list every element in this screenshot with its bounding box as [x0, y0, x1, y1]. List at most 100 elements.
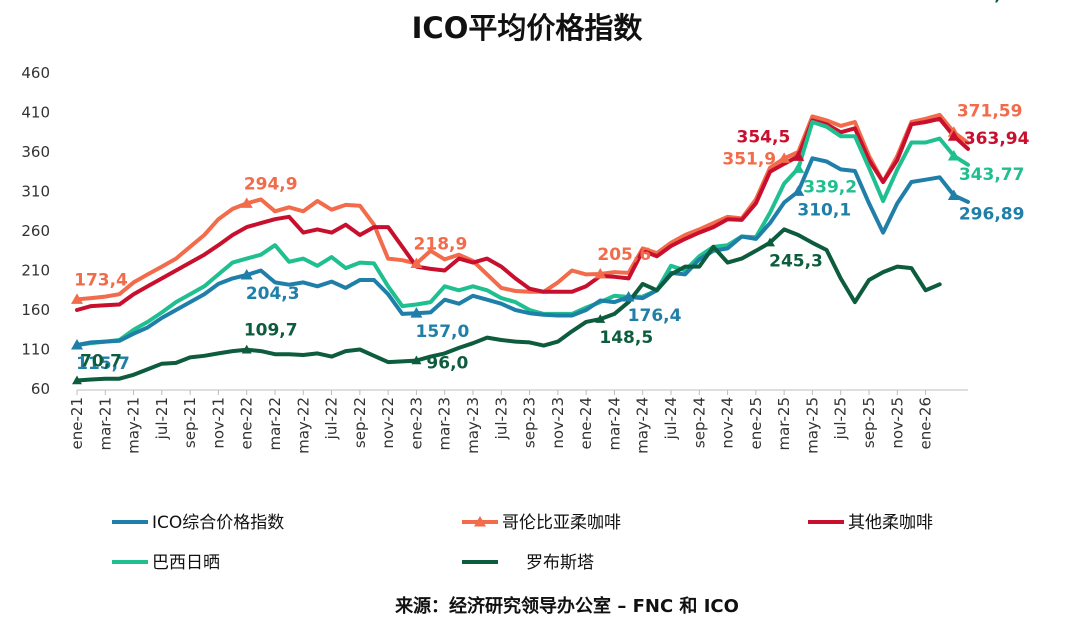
x-tick-label: sep-23 [521, 397, 539, 448]
legend-marker [474, 516, 486, 527]
y-tick-label: 360 [21, 143, 50, 161]
x-tick-label: jul-24 [662, 397, 680, 440]
data-label: 294,9 [244, 174, 298, 194]
legend-label: 巴西日晒 [152, 553, 220, 573]
data-label: 310,1 [797, 200, 851, 220]
data-marker [792, 185, 805, 196]
x-tick-label: may-23 [464, 397, 482, 454]
data-marker [241, 344, 252, 354]
x-tick-label: may-25 [803, 397, 821, 454]
legend-item: 巴西日晒 [112, 553, 220, 573]
plot-lines [75, 112, 970, 383]
x-tick-label: may-21 [125, 397, 143, 454]
legend-label: 其他柔咖啡 [848, 513, 933, 533]
x-tick-label: nov-21 [209, 397, 227, 449]
y-axis: 460 410 360 310 260 210 160 110 60 [21, 64, 50, 398]
y-tick-label: 410 [21, 104, 50, 122]
source-note: 来源：经济研究领导办公室 – FNC 和 ICO [394, 595, 739, 617]
legend-label: 罗布斯塔 [526, 553, 594, 573]
data-marker [947, 130, 960, 141]
data-label: 371,59 [957, 101, 1023, 121]
x-tick-label: jul-21 [153, 397, 171, 440]
y-tick-label: 460 [21, 64, 50, 82]
legend-item: ICO综合价格指数 [112, 513, 284, 533]
x-tick-label: may-22 [294, 397, 312, 454]
x-tick-label: ene-26 [917, 397, 935, 449]
series-line-2 [75, 120, 970, 347]
data-label: 70,7 [80, 352, 122, 372]
data-marker [71, 293, 83, 304]
x-tick-label: may-24 [634, 397, 652, 454]
data-label: 204,3 [246, 284, 300, 304]
data-marker [947, 189, 960, 200]
y-tick-label: 110 [21, 341, 50, 359]
x-tick-label: ene-24 [577, 397, 595, 449]
data-label: 205,6 [597, 245, 651, 265]
data-label: 115,7 [76, 354, 130, 374]
data-label: 245,3 [769, 252, 823, 272]
x-axis: ene-21 mar-21 may-21 jul-21 sep-21 nov-21 ene-… [68, 389, 968, 454]
x-tick-label: nov-22 [379, 397, 397, 449]
legend-item: 罗布斯塔 [462, 553, 594, 573]
data-label: 173,4 [74, 270, 128, 290]
y-tick-label: 60 [31, 380, 50, 398]
x-tick-label: jul-25 [832, 397, 850, 440]
legend-item: 哥伦比亚柔咖啡 [462, 513, 621, 533]
data-label: 351,9 [722, 149, 776, 169]
data-label: 157,0 [416, 322, 470, 342]
data-label: 148,5 [599, 328, 653, 348]
series-line-4 [75, 227, 942, 383]
plot-markers [71, 126, 960, 385]
series-line-0 [75, 112, 970, 302]
y-tick-label: 210 [21, 262, 50, 280]
x-tick-label: ene-25 [747, 397, 765, 449]
x-tick-label: mar-23 [436, 397, 454, 451]
data-label: 296,89 [959, 204, 1025, 224]
y-tick-label: 160 [21, 301, 50, 319]
x-tick-label: sep-25 [860, 397, 878, 448]
data-marker [71, 338, 83, 350]
data-marker [240, 269, 253, 280]
legend-label: 哥伦比亚柔咖啡 [502, 513, 621, 533]
data-label: 176,4 [628, 306, 682, 326]
data-marker [792, 162, 805, 173]
data-marker [411, 355, 422, 365]
x-tick-label: mar-21 [96, 397, 114, 451]
data-label: 343,77 [959, 165, 1025, 185]
data-label: 96,0 [426, 354, 468, 374]
x-tick-label: jul-22 [323, 397, 341, 440]
x-tick-label: ene-23 [407, 397, 425, 449]
y-tick-label: 260 [21, 222, 50, 240]
data-marker [410, 257, 423, 268]
x-tick-label: sep-21 [181, 397, 199, 448]
data-marker [72, 375, 82, 385]
data-label: 109,7 [244, 321, 298, 341]
data-marker [240, 197, 253, 208]
data-marker [765, 237, 775, 247]
legend-item: 其他柔咖啡 [808, 513, 933, 533]
data-marker [622, 291, 635, 302]
legend-label: ICO综合价格指数 [152, 513, 284, 533]
x-tick-label: mar-24 [605, 397, 623, 451]
data-marker [778, 152, 791, 163]
x-tick-label: nov-23 [549, 397, 567, 449]
data-marker [947, 149, 960, 161]
data-marker [594, 267, 607, 279]
x-tick-label: sep-22 [351, 397, 369, 448]
data-marker [792, 150, 805, 161]
x-tick-label: ene-21 [68, 397, 86, 449]
data-label: 192,52 [959, 0, 1025, 5]
data-label: 218,9 [414, 234, 468, 254]
y-tick-label: 310 [21, 183, 50, 201]
x-tick-label: ene-22 [238, 397, 256, 449]
x-tick-label: nov-24 [719, 397, 737, 449]
x-tick-label: jul-23 [492, 397, 510, 440]
x-tick-label: nov-25 [888, 397, 906, 449]
data-marker [595, 314, 606, 323]
data-label: 363,94 [964, 129, 1030, 149]
data-marker [410, 307, 423, 318]
series-line-3 [75, 156, 970, 347]
data-labels: 173,4 294,9 218,9 205,6 351,9 371,59 354,5 363,… [74, 0, 1030, 374]
x-tick-label: mar-25 [775, 397, 793, 451]
